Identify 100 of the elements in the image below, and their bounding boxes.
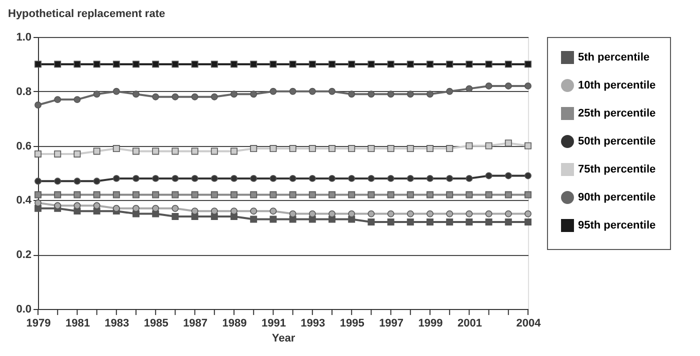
point	[368, 174, 375, 182]
point	[54, 96, 62, 104]
point	[112, 191, 120, 198]
x-tick-label: 2004	[516, 318, 542, 330]
point	[112, 88, 120, 95]
point	[210, 93, 218, 100]
point	[328, 145, 336, 152]
point	[152, 174, 160, 182]
point	[368, 218, 375, 226]
point	[504, 172, 512, 180]
point	[328, 174, 336, 182]
point	[289, 88, 296, 95]
legend-label: 5th percentile	[578, 52, 650, 64]
point	[368, 145, 375, 152]
point	[93, 60, 100, 68]
point	[504, 82, 512, 90]
x-tick-label: 2001	[457, 318, 482, 330]
point	[230, 90, 238, 98]
point	[446, 88, 454, 95]
x-tick-label: 1997	[379, 318, 404, 330]
point	[112, 145, 120, 152]
point	[504, 218, 512, 226]
point	[250, 145, 258, 152]
point	[191, 174, 198, 182]
point	[172, 60, 179, 68]
point	[34, 150, 42, 158]
point	[152, 60, 160, 68]
point	[308, 60, 316, 68]
point	[191, 213, 198, 220]
point	[74, 178, 81, 185]
point	[152, 148, 160, 155]
point	[93, 90, 100, 98]
point	[446, 174, 454, 182]
y-axis-title: Hypothetical replacement rate	[8, 8, 166, 20]
point	[74, 202, 81, 210]
point	[230, 174, 238, 182]
point	[446, 218, 454, 226]
point	[426, 210, 434, 218]
point	[230, 191, 238, 198]
point	[485, 82, 492, 90]
point	[132, 191, 140, 198]
point	[250, 191, 258, 198]
point	[34, 102, 42, 108]
point	[172, 191, 179, 198]
point	[368, 60, 375, 68]
point	[54, 178, 62, 185]
point	[152, 191, 160, 198]
point	[250, 216, 258, 223]
point	[406, 145, 414, 152]
point	[74, 191, 81, 198]
point	[74, 60, 81, 68]
point	[172, 174, 179, 182]
point	[132, 90, 140, 98]
y-tick-label: 1.0	[16, 32, 32, 44]
legend-label: 75th percentile	[578, 164, 656, 176]
point	[270, 191, 277, 198]
point	[406, 90, 414, 98]
point	[54, 191, 62, 198]
point	[93, 202, 100, 210]
point	[406, 191, 414, 198]
point	[328, 210, 336, 218]
point	[132, 60, 140, 68]
point	[308, 191, 316, 198]
point	[485, 191, 492, 198]
point	[250, 174, 258, 182]
point	[230, 213, 238, 220]
point	[504, 140, 512, 147]
point	[406, 174, 414, 182]
point	[250, 90, 258, 98]
point	[74, 96, 81, 104]
point	[112, 204, 120, 212]
point	[387, 210, 394, 218]
point	[485, 210, 492, 218]
point	[485, 60, 492, 68]
point	[270, 216, 277, 223]
legend-label: 10th percentile	[578, 80, 656, 92]
point	[308, 145, 316, 152]
point	[504, 60, 512, 68]
point	[446, 191, 454, 198]
point	[308, 174, 316, 182]
point	[466, 60, 473, 68]
point	[74, 150, 81, 158]
point	[426, 174, 434, 182]
point	[270, 208, 277, 215]
point	[210, 174, 218, 182]
point	[230, 148, 238, 155]
y-tick-label: 0.4	[16, 194, 32, 207]
legend-label: 95th percentile	[578, 220, 656, 232]
point	[446, 210, 454, 218]
point	[132, 210, 140, 218]
point	[466, 191, 473, 198]
point	[289, 60, 296, 68]
point	[387, 60, 394, 68]
point	[406, 60, 414, 68]
x-tick-label: 1985	[144, 318, 168, 330]
x-tick-label: 1987	[183, 318, 208, 330]
point	[348, 90, 356, 98]
point	[524, 172, 532, 180]
point	[504, 210, 512, 218]
point	[348, 145, 356, 152]
